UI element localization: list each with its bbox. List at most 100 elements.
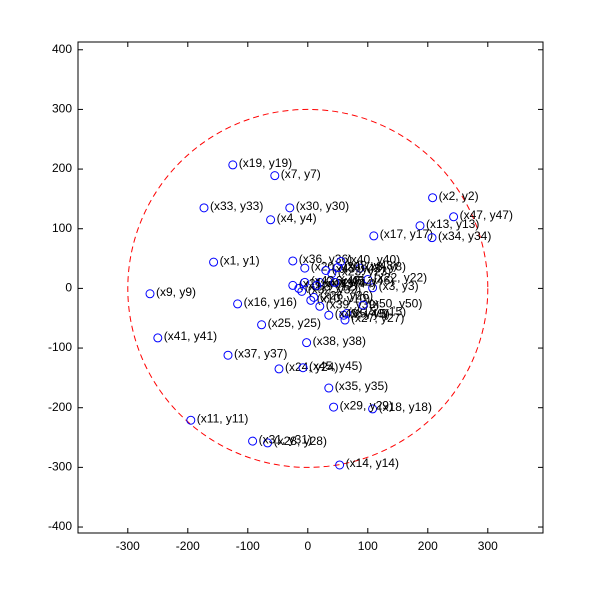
point-label: (x30, y30) bbox=[296, 199, 349, 213]
x-tick-label: -100 bbox=[236, 539, 260, 553]
point-label: (x16, y16) bbox=[244, 295, 297, 309]
point bbox=[153, 333, 163, 343]
point-label: (x46, y46) bbox=[341, 274, 394, 288]
point bbox=[369, 231, 379, 241]
point bbox=[321, 265, 331, 275]
point-label: (x42, y42) bbox=[311, 274, 364, 288]
y-tick-label: -100 bbox=[48, 340, 72, 354]
point bbox=[315, 301, 325, 311]
point bbox=[223, 350, 233, 360]
point bbox=[355, 263, 365, 273]
point-label: (x24, y24) bbox=[285, 360, 338, 374]
x-tick-label: 100 bbox=[358, 539, 378, 553]
point-label: (x2, y2) bbox=[439, 189, 479, 203]
point bbox=[330, 277, 340, 287]
point-label: (x44, y44) bbox=[323, 277, 376, 291]
y-tick-label: 100 bbox=[52, 221, 72, 235]
point bbox=[309, 292, 319, 302]
point-label: (x14, y14) bbox=[346, 456, 399, 470]
y-tick-label: -400 bbox=[48, 519, 72, 533]
point-label: (x48, y48) bbox=[344, 259, 397, 273]
point-label: (x38, y38) bbox=[313, 334, 366, 348]
point-label: (x33, y33) bbox=[210, 199, 263, 213]
point bbox=[336, 257, 346, 267]
point bbox=[145, 289, 155, 299]
y-tick-label: -200 bbox=[48, 400, 72, 414]
point bbox=[363, 274, 373, 284]
point-label: (x36, y36) bbox=[299, 252, 352, 266]
point-label: (x4, y4) bbox=[277, 211, 317, 225]
point-label: (x3, y3) bbox=[379, 279, 419, 293]
point-label: (x40, y40) bbox=[347, 253, 400, 267]
point bbox=[358, 300, 368, 310]
point bbox=[298, 363, 308, 373]
point bbox=[297, 286, 307, 296]
point bbox=[263, 438, 273, 448]
point bbox=[327, 268, 337, 278]
y-tick-label: 200 bbox=[52, 161, 72, 175]
point bbox=[257, 320, 267, 330]
point-label: (x37, y37) bbox=[234, 346, 287, 360]
point bbox=[335, 460, 345, 470]
point bbox=[324, 383, 334, 393]
point bbox=[312, 280, 322, 290]
point-label: (x19, y19) bbox=[239, 156, 292, 170]
point bbox=[288, 256, 298, 266]
y-tick-label: 0 bbox=[65, 281, 72, 295]
point-label: (x25, y25) bbox=[268, 316, 321, 330]
point bbox=[233, 299, 243, 309]
point-label: (x28, y28) bbox=[274, 434, 327, 448]
point-label: (x21, y21) bbox=[299, 277, 352, 291]
point-label: (x9, y9) bbox=[156, 285, 196, 299]
point-label: (x49, y49) bbox=[335, 306, 388, 320]
point-label: (x45, y45) bbox=[309, 359, 362, 373]
point bbox=[415, 221, 425, 231]
point bbox=[274, 364, 284, 374]
point bbox=[228, 160, 238, 170]
point-label: (x34, y34) bbox=[438, 229, 491, 243]
point-label: (x12, y12) bbox=[305, 280, 358, 294]
point-label: (x5, y5) bbox=[350, 306, 390, 320]
point bbox=[329, 402, 339, 412]
circle-boundary bbox=[127, 108, 489, 468]
point bbox=[368, 283, 378, 293]
point bbox=[306, 295, 316, 305]
point bbox=[300, 277, 310, 287]
x-tick-label: 300 bbox=[478, 539, 498, 553]
point bbox=[333, 263, 343, 273]
plot-area bbox=[77, 41, 544, 534]
point-label: (x20, y20) bbox=[311, 259, 364, 273]
point bbox=[248, 436, 258, 446]
point bbox=[209, 257, 219, 267]
point bbox=[199, 203, 209, 213]
y-tick-label: 300 bbox=[52, 102, 72, 116]
point-label: (x7, y7) bbox=[281, 167, 321, 181]
point bbox=[428, 193, 438, 203]
point-label: (x6, y6) bbox=[326, 274, 366, 288]
point bbox=[294, 283, 304, 293]
point-label: (x11, y11) bbox=[197, 411, 249, 425]
point-label: (x43, y43) bbox=[332, 262, 385, 276]
point-label: (x1, y1) bbox=[220, 253, 260, 267]
point bbox=[342, 308, 352, 318]
point-label: (x26, y26) bbox=[320, 289, 373, 303]
point-label: (x31, y31) bbox=[259, 432, 312, 446]
point-label: (x22, y22) bbox=[374, 271, 427, 285]
point bbox=[266, 215, 276, 225]
point-label: (x50, y50) bbox=[369, 296, 422, 310]
point bbox=[368, 404, 378, 414]
point bbox=[186, 415, 196, 425]
point-label: (x47, y47) bbox=[460, 208, 513, 222]
point bbox=[324, 310, 334, 320]
point bbox=[302, 338, 312, 348]
point bbox=[270, 171, 280, 181]
point bbox=[340, 315, 350, 325]
point-label: (x35, y35) bbox=[335, 379, 388, 393]
point-label: (x13, y13) bbox=[426, 217, 479, 231]
point-label: (x27, y27) bbox=[351, 311, 404, 325]
point-label: (x10, y10) bbox=[317, 291, 370, 305]
point-label: (x8, y8) bbox=[366, 259, 406, 273]
point bbox=[449, 212, 459, 222]
y-tick-label: 400 bbox=[52, 42, 72, 56]
point bbox=[315, 277, 325, 287]
